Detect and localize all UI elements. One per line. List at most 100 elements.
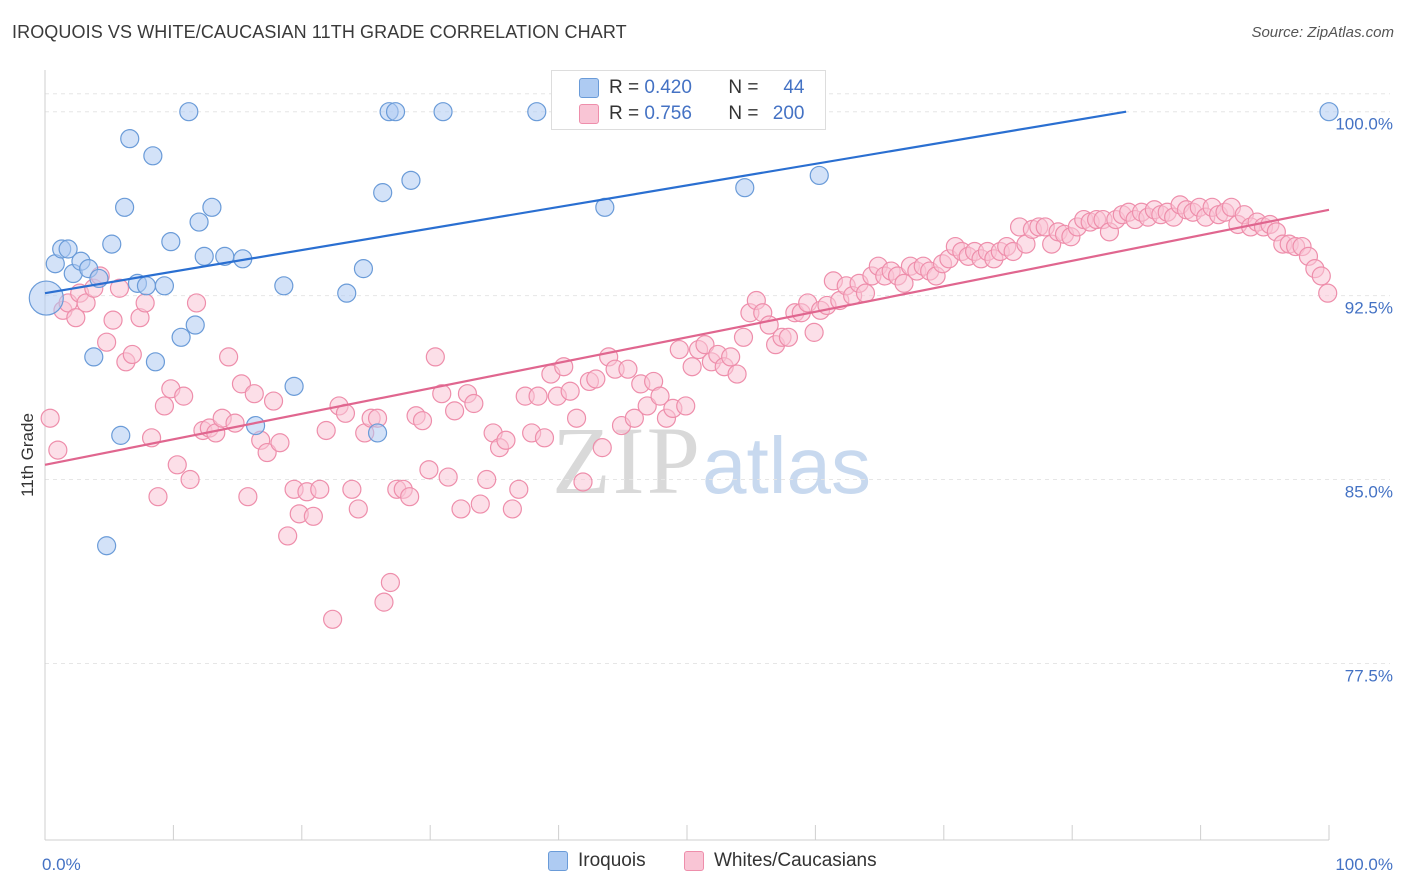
iroquois-point [373,183,393,203]
whites-point [40,408,60,428]
source-credit: Source: ZipAtlas.com [1251,24,1394,41]
whites-point [573,472,593,492]
whites-point [374,592,394,612]
whites-point [778,327,799,347]
whites-point [727,364,747,384]
tick-labels: 77.5% 85.0% 92.5% 100.0% 0.0% 100.0% 11th Grad… [18,115,1393,874]
y-tick-label: 77.5% [1345,666,1393,685]
iroquois-point [84,347,104,367]
whites-point [894,273,914,293]
whites-point [167,455,187,475]
whites-point [66,308,86,328]
iroquois-point [102,234,122,254]
axes [44,70,1330,841]
iroquois-point [115,197,135,217]
legend-r-value: 0.420 [644,77,692,98]
legend-swatch-whites [579,104,599,124]
whites-point [560,381,580,401]
whites-point [180,469,200,490]
whites-point [566,408,587,428]
trend-lines [44,110,1330,466]
iroquois-points [28,102,1339,556]
legend-n-value: 200 [772,103,805,124]
iroquois-point [367,423,388,443]
iroquois-point [1319,102,1339,122]
whites-point [122,344,142,365]
whites-point [1311,266,1331,286]
whites-point [400,487,420,507]
bottom-legend-label-iroquois: Iroquois [578,850,646,871]
whites-point [257,442,277,463]
x-tick-label-left: 0.0% [42,855,81,874]
iroquois-point [284,376,304,396]
iroquois-point [136,276,157,296]
whites-point [174,386,194,406]
whites-point [592,438,612,458]
iroquois-point [337,283,357,303]
iroquois-point [274,276,294,296]
whites-point [97,332,117,352]
whites-point [534,428,555,448]
iroquois-point [735,178,755,198]
iroquois-point [245,415,266,436]
whites-point [721,347,741,367]
bottom-legend-whites: Whites/Caucasians [684,850,877,872]
iroquois-point [433,102,453,122]
iroquois-point [97,536,117,556]
iroquois-point [120,129,140,149]
iroquois-point [401,170,421,190]
whites-point [451,499,471,519]
whites-point [342,479,362,499]
whites-point [154,396,175,416]
whites-point [502,499,522,519]
legend: R = 0.420 N = 44 R = 0.756 N = 200 [551,70,826,130]
bottom-legend-swatch-whites [684,851,704,871]
iroquois-point [385,102,406,122]
whites-point [148,487,168,507]
whites-point [682,357,702,377]
whites-points [40,195,1338,629]
whites-point [323,609,343,629]
whites-point [470,494,490,514]
whites-point [637,396,657,416]
whites-point [425,347,445,367]
whites-point [733,327,754,347]
whites-point [238,487,258,507]
iroquois-point [527,102,547,122]
whites-point [412,411,433,431]
whites-point [496,430,516,450]
whites-trend-line [44,208,1330,466]
whites-point [109,278,130,298]
chart-title: IROQUOIS VS WHITE/CAUCASIAN 11TH GRADE C… [12,22,627,42]
watermark-atlas: atlas [702,421,871,510]
iroquois-point [28,280,64,316]
whites-point [219,347,239,367]
whites-point [438,467,458,487]
iroquois-point [179,102,199,122]
iroquois-point [353,259,374,279]
iroquois-point [111,425,131,445]
iroquois-point [202,197,222,217]
legend-swatch-iroquois [579,78,599,98]
whites-point [278,526,298,546]
whites-point [444,401,465,421]
iroquois-point [189,212,209,232]
whites-point [624,408,644,428]
whites-point [676,396,696,416]
legend-r-label: R = [609,77,640,98]
whites-point [650,386,670,406]
whites-point [48,440,68,460]
iroquois-point [809,165,829,186]
y-tick-label: 92.5% [1345,299,1393,318]
whites-point [310,479,330,499]
whites-point [528,386,548,406]
whites-point [186,293,207,313]
whites-point [348,499,368,519]
legend-n-label: N = [728,103,759,124]
bottom-legend-iroquois: Iroquois [548,850,646,872]
iroquois-point [171,327,191,347]
iroquois-trend-line [44,110,1127,295]
whites-point [432,384,452,404]
whites-point [586,369,606,389]
whites-point [270,433,290,453]
